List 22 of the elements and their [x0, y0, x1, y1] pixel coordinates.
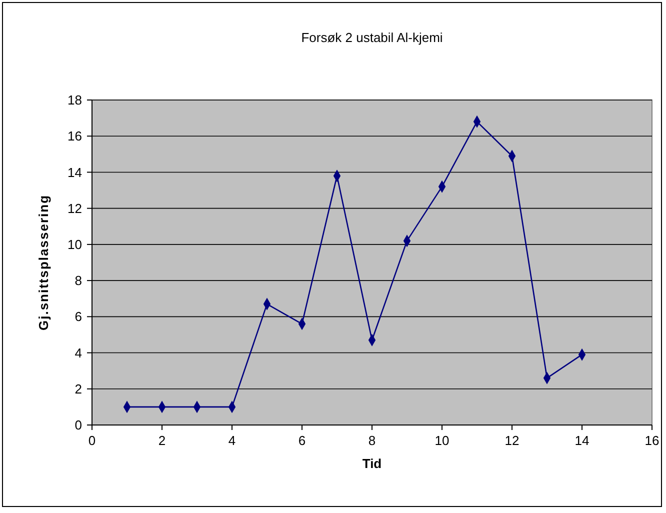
x-tick-label: 8 — [368, 433, 376, 448]
x-axis-title: Tid — [362, 456, 382, 471]
x-tick-label: 2 — [158, 433, 166, 448]
x-tick-label: 4 — [228, 433, 236, 448]
y-tick-label: 16 — [68, 128, 82, 144]
y-tick-label: 10 — [68, 236, 82, 252]
y-tick-label: 8 — [74, 273, 82, 288]
y-tick-label: 12 — [68, 200, 82, 216]
x-tick-label: 10 — [434, 433, 450, 448]
chart-title: Forsøk 2 ustabil Al-kjemi — [301, 30, 443, 45]
y-tick-label: 18 — [68, 92, 82, 108]
x-tick-label: 14 — [574, 433, 590, 448]
x-tick-label: 6 — [298, 433, 306, 448]
x-tick-label: 16 — [644, 433, 660, 448]
y-axis-title: Gj.snittsplassering — [36, 194, 51, 331]
y-tick-label: 2 — [74, 381, 82, 396]
y-tick-label: 0 — [74, 418, 82, 433]
y-tick-label: 4 — [74, 345, 82, 360]
x-tick-label: 0 — [88, 433, 96, 448]
y-tick-label: 14 — [68, 164, 82, 180]
x-tick-label: 12 — [504, 433, 520, 448]
y-tick-label: 6 — [74, 309, 82, 324]
